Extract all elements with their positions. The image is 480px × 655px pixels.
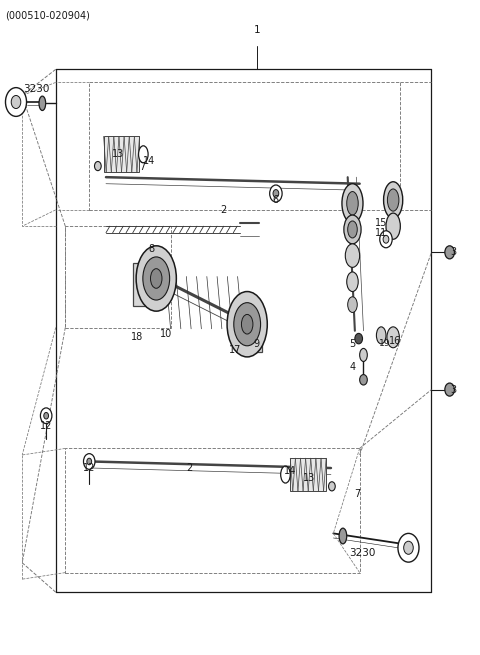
Circle shape: [445, 246, 455, 259]
Ellipse shape: [384, 181, 403, 218]
Ellipse shape: [348, 297, 357, 312]
Ellipse shape: [234, 303, 261, 346]
Text: 3: 3: [450, 384, 456, 394]
Ellipse shape: [151, 269, 162, 288]
Bar: [242, 309, 262, 352]
Circle shape: [270, 185, 282, 202]
Ellipse shape: [342, 183, 363, 223]
Circle shape: [328, 481, 335, 491]
Circle shape: [383, 235, 389, 243]
Text: 3: 3: [450, 248, 456, 257]
Bar: [290, 458, 326, 491]
Circle shape: [87, 458, 92, 465]
Ellipse shape: [139, 146, 148, 163]
Bar: [65, 226, 170, 328]
Circle shape: [44, 413, 48, 419]
Ellipse shape: [227, 291, 267, 357]
Text: 17: 17: [229, 345, 241, 356]
Text: 1: 1: [253, 25, 260, 35]
Ellipse shape: [339, 528, 347, 544]
Bar: [104, 136, 140, 172]
Text: 7: 7: [139, 162, 145, 172]
Bar: [89, 83, 400, 210]
Ellipse shape: [281, 466, 290, 483]
Text: 3230: 3230: [349, 548, 375, 558]
Ellipse shape: [387, 189, 399, 211]
Circle shape: [84, 454, 95, 470]
Ellipse shape: [39, 96, 46, 111]
Circle shape: [380, 231, 392, 248]
Ellipse shape: [348, 221, 357, 238]
Ellipse shape: [345, 244, 360, 267]
Circle shape: [360, 375, 367, 385]
Ellipse shape: [136, 246, 176, 311]
Ellipse shape: [241, 314, 253, 334]
Text: 2: 2: [220, 205, 227, 215]
Text: 2: 2: [187, 463, 193, 473]
Text: 8: 8: [148, 244, 155, 254]
Text: 5: 5: [349, 339, 356, 349]
Text: 18: 18: [131, 332, 143, 343]
Ellipse shape: [387, 327, 399, 348]
Ellipse shape: [360, 348, 367, 362]
Text: 10: 10: [160, 329, 172, 339]
Circle shape: [404, 541, 413, 554]
Text: 15: 15: [375, 218, 387, 228]
Text: 14: 14: [143, 156, 155, 166]
Text: 13: 13: [112, 149, 124, 159]
Text: 14: 14: [284, 466, 296, 476]
Circle shape: [355, 333, 362, 344]
Ellipse shape: [347, 272, 358, 291]
Text: 12: 12: [40, 421, 52, 430]
Ellipse shape: [347, 191, 358, 215]
Bar: [65, 449, 360, 572]
Text: 12: 12: [83, 463, 96, 473]
Circle shape: [445, 383, 455, 396]
Text: 13: 13: [303, 473, 315, 483]
Circle shape: [398, 533, 419, 562]
Text: (000510-020904): (000510-020904): [5, 10, 90, 20]
Bar: [133, 263, 152, 306]
Text: 19: 19: [379, 339, 390, 348]
Text: 3230: 3230: [24, 84, 50, 94]
Text: 9: 9: [254, 339, 260, 349]
Circle shape: [5, 88, 26, 117]
Ellipse shape: [376, 327, 386, 344]
Circle shape: [11, 96, 21, 109]
Ellipse shape: [386, 213, 400, 239]
Text: 4: 4: [349, 362, 356, 372]
Text: 16: 16: [389, 335, 402, 346]
Text: 7: 7: [354, 489, 360, 499]
Circle shape: [273, 189, 279, 197]
Ellipse shape: [143, 257, 169, 300]
Text: 11: 11: [375, 228, 387, 238]
Text: 6: 6: [273, 195, 279, 205]
Ellipse shape: [344, 215, 361, 244]
Circle shape: [95, 162, 101, 171]
Circle shape: [40, 408, 52, 424]
